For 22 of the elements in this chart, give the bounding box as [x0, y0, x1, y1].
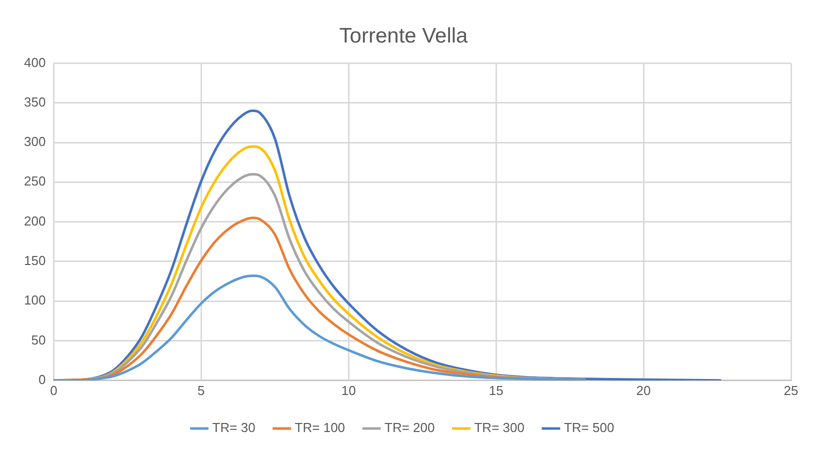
x-tick-label: 5 [198, 382, 205, 398]
x-tick-label: 10 [341, 382, 356, 398]
x-tick-label: 20 [636, 382, 651, 398]
y-tick-label: 400 [24, 54, 46, 70]
y-tick-label: 200 [24, 213, 46, 228]
y-tick-label: 150 [24, 253, 46, 268]
x-tick-label: 25 [784, 382, 798, 398]
y-tick-label: 300 [24, 134, 46, 150]
y-tick-label: 0 [38, 372, 46, 387]
y-tick-label: 100 [24, 292, 46, 308]
line-series [54, 274, 586, 380]
x-tick-label: 15 [488, 382, 504, 398]
chart-title: Torrente Vella [339, 24, 468, 48]
x-tick-label: 0 [50, 382, 58, 398]
y-tick-label: 250 [24, 174, 46, 189]
legend-label: TR= 500 [564, 420, 614, 436]
y-tick-label: 350 [24, 94, 46, 110]
legend-label: TR= 30 [212, 420, 256, 436]
legend-label: TR= 100 [294, 420, 346, 436]
y-tick-label: 50 [31, 332, 46, 348]
legend-label: TR= 200 [384, 420, 435, 436]
legend-label: TR= 300 [474, 420, 524, 436]
